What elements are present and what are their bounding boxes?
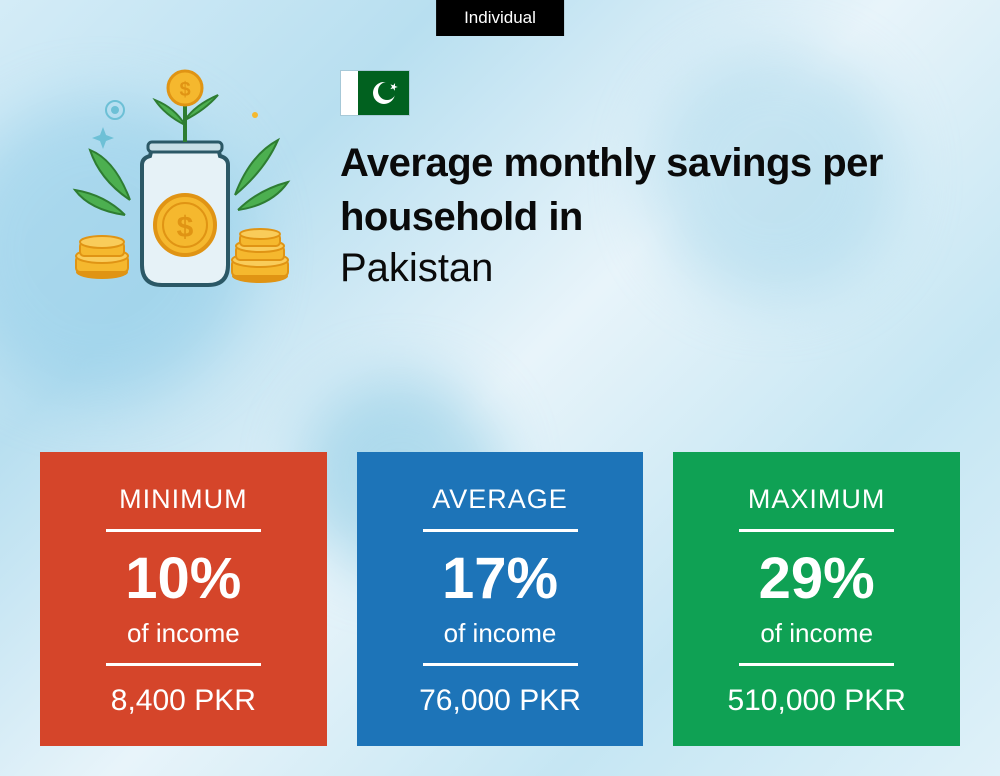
card-sub: of income (127, 618, 240, 649)
card-label: MAXIMUM (748, 484, 886, 515)
pakistan-flag-icon: ★ (340, 70, 410, 116)
sparkle (252, 112, 258, 118)
leaf (90, 150, 130, 200)
stat-card-maximum: MAXIMUM 29% of income 510,000 PKR (673, 452, 960, 746)
card-amount: 76,000 PKR (419, 684, 581, 718)
title-section: ★ Average monthly savings per household … (340, 60, 940, 291)
divider (739, 663, 894, 666)
category-badge: Individual (436, 0, 564, 36)
sparkle (111, 106, 119, 114)
page-title: Average monthly savings per household in (340, 136, 940, 244)
divider (739, 529, 894, 532)
divider (423, 663, 578, 666)
country-name: Pakistan (340, 246, 940, 291)
stat-card-average: AVERAGE 17% of income 76,000 PKR (357, 452, 644, 746)
stat-cards: MINIMUM 10% of income 8,400 PKR AVERAGE … (40, 452, 960, 746)
card-sub: of income (444, 618, 557, 649)
sparkle (92, 127, 114, 149)
coin-stack-right (232, 229, 288, 283)
card-sub: of income (760, 618, 873, 649)
divider (423, 529, 578, 532)
divider (106, 663, 261, 666)
card-percent: 17% (442, 550, 558, 608)
svg-text:$: $ (179, 79, 190, 101)
header: $ $ ★ Average monthly savings per househ… (60, 60, 940, 300)
divider (106, 529, 261, 532)
coin-stack-left (76, 236, 128, 279)
card-amount: 510,000 PKR (727, 684, 905, 718)
jar-lid (148, 142, 222, 152)
leaf (75, 190, 125, 215)
card-label: MINIMUM (119, 484, 247, 515)
card-percent: 10% (125, 550, 241, 608)
stat-card-minimum: MINIMUM 10% of income 8,400 PKR (40, 452, 327, 746)
savings-jar-illustration: $ $ (60, 60, 300, 300)
card-percent: 29% (759, 550, 875, 608)
card-label: AVERAGE (432, 484, 568, 515)
svg-text:$: $ (177, 211, 194, 244)
card-amount: 8,400 PKR (111, 684, 256, 718)
